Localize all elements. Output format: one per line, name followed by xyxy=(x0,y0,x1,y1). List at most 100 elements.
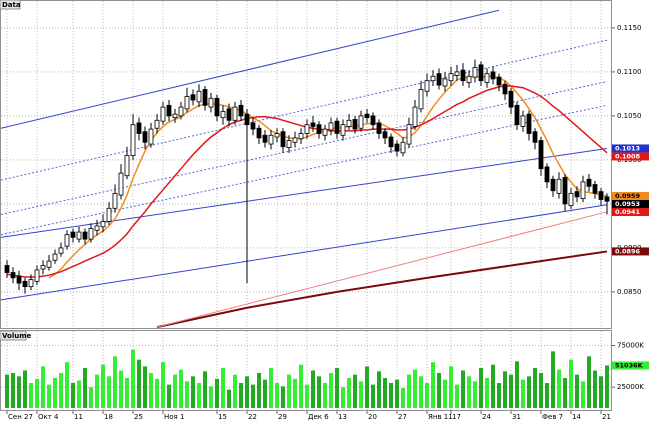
volume-bar xyxy=(527,376,531,408)
volume-bar xyxy=(149,373,153,408)
volume-bar xyxy=(101,364,105,408)
x-tick-label: 24 xyxy=(482,413,491,421)
trend-line xyxy=(0,81,608,215)
candle-body xyxy=(268,134,274,145)
candle-body xyxy=(238,104,244,117)
candle-body xyxy=(226,108,232,121)
x-tick-label: Дек 6 xyxy=(308,413,329,421)
volume-bar xyxy=(137,359,141,408)
candle-body xyxy=(532,131,538,143)
x-tick-label: 18 xyxy=(104,413,113,421)
volume-bar xyxy=(71,383,75,408)
price-marker-label: 0.0896 xyxy=(615,247,641,255)
candle-body xyxy=(22,280,28,288)
volume-bar xyxy=(497,383,501,408)
x-tick-label: 15 xyxy=(218,413,227,421)
candles xyxy=(4,59,610,294)
price-marker-label: 0.0941 xyxy=(615,208,641,216)
volume-bar xyxy=(65,362,69,408)
volume-bar xyxy=(77,380,81,408)
x-tick-label: 17 xyxy=(452,413,461,421)
x-tick-label: Фев 7 xyxy=(542,413,563,421)
volume-bar xyxy=(143,366,147,408)
candle-body xyxy=(304,124,310,134)
candle-body xyxy=(88,228,94,240)
candle-body xyxy=(328,122,334,131)
volume-bar xyxy=(275,383,279,408)
x-tick-label: Окт 4 xyxy=(38,413,59,421)
volume-bar xyxy=(29,383,33,408)
volume-bar xyxy=(407,374,411,408)
volume-bar xyxy=(11,373,15,408)
volume-bar xyxy=(215,378,219,408)
volume-bar xyxy=(413,369,417,408)
volume-bar xyxy=(563,378,567,408)
volume-bar xyxy=(515,361,519,408)
y-tick-label: 75000K xyxy=(617,342,644,350)
volume-bar xyxy=(317,376,321,408)
title-box xyxy=(0,0,21,10)
volume-bar xyxy=(107,376,111,408)
candle-body xyxy=(52,253,58,261)
candle-body xyxy=(34,269,40,282)
candle-body xyxy=(316,124,322,134)
candle-body xyxy=(388,136,394,148)
candle-body xyxy=(244,113,250,126)
x-tick-label: 13 xyxy=(338,413,347,421)
volume-bar xyxy=(35,378,39,408)
candle-body xyxy=(280,131,286,148)
candle-body xyxy=(118,172,124,196)
volume-bar xyxy=(167,384,171,408)
volume-bar xyxy=(197,383,201,408)
volume-bar xyxy=(113,356,117,408)
candle-body xyxy=(496,76,502,86)
candle-body xyxy=(178,106,184,117)
volume-bar xyxy=(575,374,579,408)
candle-body xyxy=(142,131,148,143)
candle-body xyxy=(214,97,220,117)
candle-body xyxy=(436,73,442,86)
x-tick-label: 22 xyxy=(248,413,257,421)
volume-bar xyxy=(455,384,459,408)
volume-bar xyxy=(311,370,315,408)
candle-body xyxy=(586,178,592,187)
candle-body xyxy=(406,124,412,145)
volume-bar xyxy=(191,376,195,408)
candle-body xyxy=(160,106,166,122)
volume-bar xyxy=(89,387,93,408)
volume-bar xyxy=(329,373,333,408)
volume-bar xyxy=(239,383,243,408)
candle-body xyxy=(448,73,454,82)
candle-body xyxy=(466,75,472,83)
trend-line xyxy=(0,204,608,301)
candle-body xyxy=(256,127,262,139)
candle-body xyxy=(526,113,532,134)
candle-body xyxy=(250,122,256,130)
trend-line xyxy=(0,104,608,236)
candle-body xyxy=(352,119,358,130)
moving-average xyxy=(48,75,608,279)
candle-body xyxy=(574,191,580,198)
volume-bar xyxy=(371,384,375,408)
volume-bar xyxy=(485,378,489,408)
candle-body xyxy=(370,115,376,126)
candle-body xyxy=(382,131,388,139)
candle-body xyxy=(298,133,304,140)
candle-body xyxy=(202,89,208,106)
volume-bar xyxy=(569,359,573,408)
x-tick-label: 25 xyxy=(134,413,143,421)
volume-bar xyxy=(125,378,129,408)
price-marker xyxy=(612,191,649,200)
candle-body xyxy=(274,133,280,138)
candle-body xyxy=(232,106,238,121)
volume-bar xyxy=(179,369,183,408)
volume-title-box xyxy=(0,330,27,341)
candle-body xyxy=(412,106,418,127)
candle-body xyxy=(70,231,76,238)
candle-body xyxy=(286,140,292,148)
candle-body xyxy=(184,96,190,110)
candle-body xyxy=(220,111,226,119)
candle-body xyxy=(208,97,214,108)
volume-bar xyxy=(443,379,447,408)
